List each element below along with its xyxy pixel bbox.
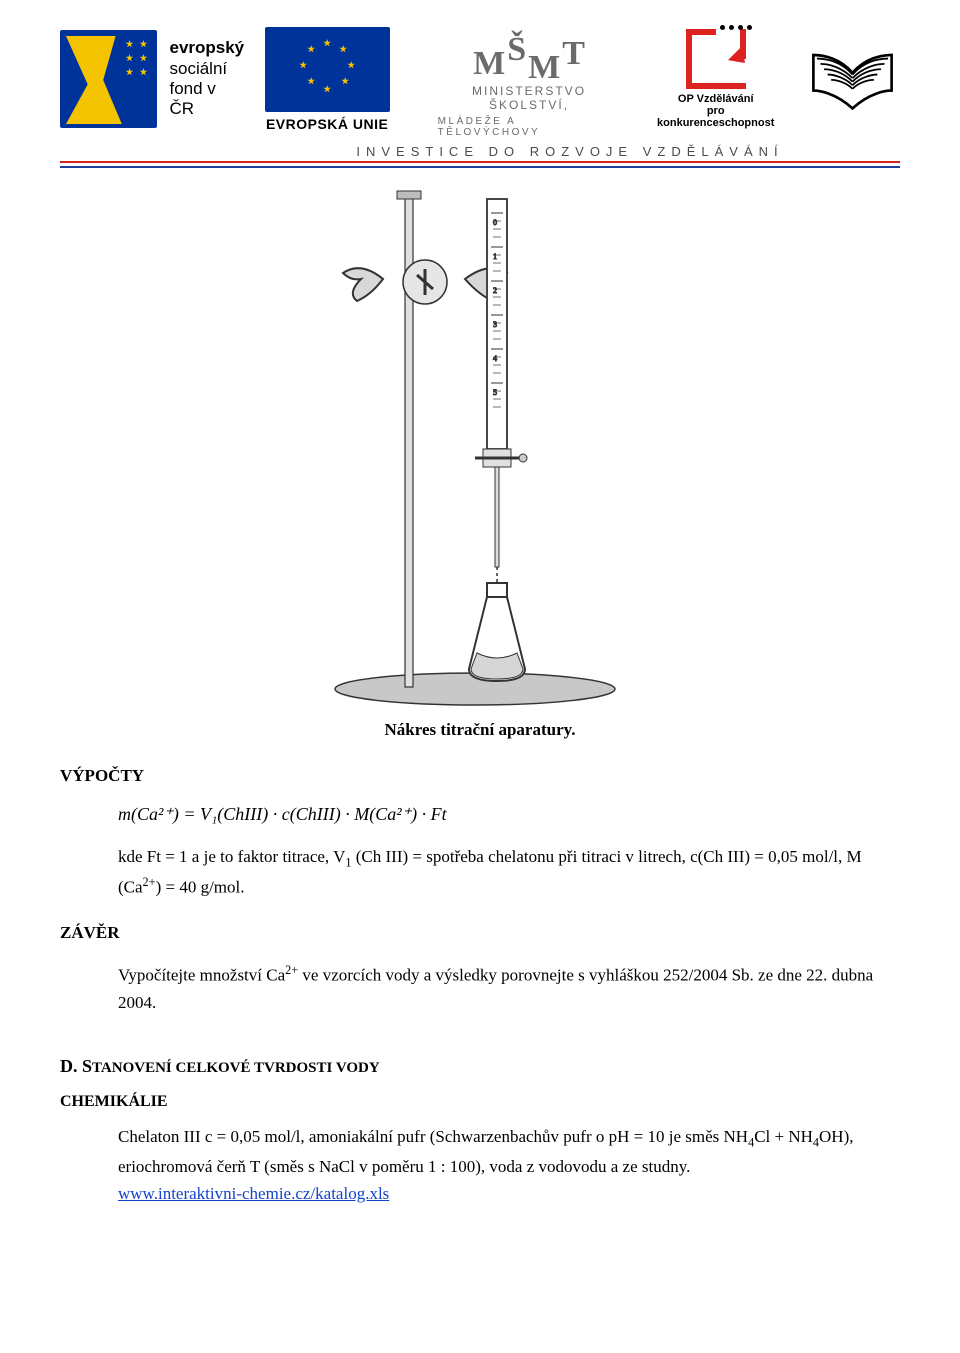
msmt-line1: MINISTERSTVO ŠKOLSTVÍ, — [438, 84, 621, 112]
text: Vypočítejte množství Ca — [118, 965, 285, 984]
tagline: INVESTICE DO ROZVOJE VZDĚLÁVÁNÍ — [60, 144, 900, 159]
eu-flag-icon — [265, 27, 390, 112]
esf-text: evropský sociální fond v ČR — [169, 38, 244, 120]
text: Cl + NH — [754, 1127, 813, 1146]
esf-icon — [60, 30, 157, 128]
chemikalie-head: CHEMIKÁLIE — [60, 1093, 900, 1111]
superscript: 2+ — [285, 963, 298, 977]
esf-line2: sociální — [169, 59, 244, 79]
msmt-line2: MLÁDEŽE A TĚLOVÝCHOVY — [438, 116, 621, 138]
page: evropský sociální fond v ČR EVROPSKÁ UNI — [0, 0, 960, 1265]
zaver-para: Vypočítejte množství Ca2+ ve vzorcích vo… — [118, 961, 900, 1016]
eu-logo: EVROPSKÁ UNIE — [265, 27, 390, 132]
catalog-link[interactable]: www.interaktivni-chemie.cz/katalog.xls — [118, 1184, 389, 1203]
header-logos: evropský sociální fond v ČR EVROPSKÁ UNI — [60, 20, 900, 138]
titration-figure: 0 1 2 3 4 5 — [60, 187, 900, 740]
svg-text:1: 1 — [493, 252, 497, 261]
op-line1: OP Vzdělávání — [652, 93, 779, 105]
open-book-icon — [805, 39, 900, 119]
op-arrow-icon — [686, 29, 746, 89]
superscript: 2+ — [143, 875, 156, 889]
op-logo: OP Vzdělávání pro konkurenceschopnost — [652, 29, 779, 129]
titration-apparatus-icon: 0 1 2 3 4 5 — [325, 187, 635, 707]
text: kde Ft = 1 a je to faktor titrace, V — [118, 847, 345, 866]
vypocty-para: kde Ft = 1 a je to faktor titrace, V1 (C… — [118, 843, 900, 901]
msmt-monogram-icon: MŠMT — [473, 20, 585, 80]
section-vypocty-title: VÝPOČTY — [60, 766, 900, 786]
svg-text:5: 5 — [493, 388, 497, 397]
prefix: D. S — [60, 1056, 92, 1076]
svg-text:4: 4 — [493, 354, 497, 363]
esf-line1: evropský — [169, 38, 244, 58]
smallcaps: TANOVENÍ CELKOVÉ TVRDOSTI VODY — [92, 1060, 380, 1076]
svg-text:0: 0 — [493, 218, 497, 227]
esf-logo: evropský sociální fond v ČR — [60, 30, 245, 128]
esf-line3: fond v ČR — [169, 79, 244, 120]
msmt-logo: MŠMT MINISTERSTVO ŠKOLSTVÍ, MLÁDEŽE A TĚ… — [438, 20, 621, 138]
op-line2: pro konkurenceschopnost — [652, 105, 779, 129]
section-d-title: D. STANOVENÍ CELKOVÉ TVRDOSTI VODY — [60, 1056, 900, 1077]
text: Chelaton III c = 0,05 mol/l, amoniakální… — [118, 1127, 748, 1146]
figure-caption: Nákres titrační aparatury. — [60, 720, 900, 740]
svg-text:2: 2 — [493, 286, 497, 295]
book-logo — [805, 39, 900, 119]
svg-text:3: 3 — [493, 320, 497, 329]
eu-label: EVROPSKÁ UNIE — [266, 116, 388, 132]
section-zaver-title: ZÁVĚR — [60, 923, 900, 943]
text: ) = 40 g/mol. — [156, 878, 245, 897]
header-rule — [60, 161, 900, 173]
chemikalie-para: Chelaton III c = 0,05 mol/l, amoniakální… — [118, 1123, 900, 1207]
formula: m(Ca²⁺) = V₁(ChIII) · c(ChIII) · M(Ca²⁺)… — [118, 804, 900, 825]
